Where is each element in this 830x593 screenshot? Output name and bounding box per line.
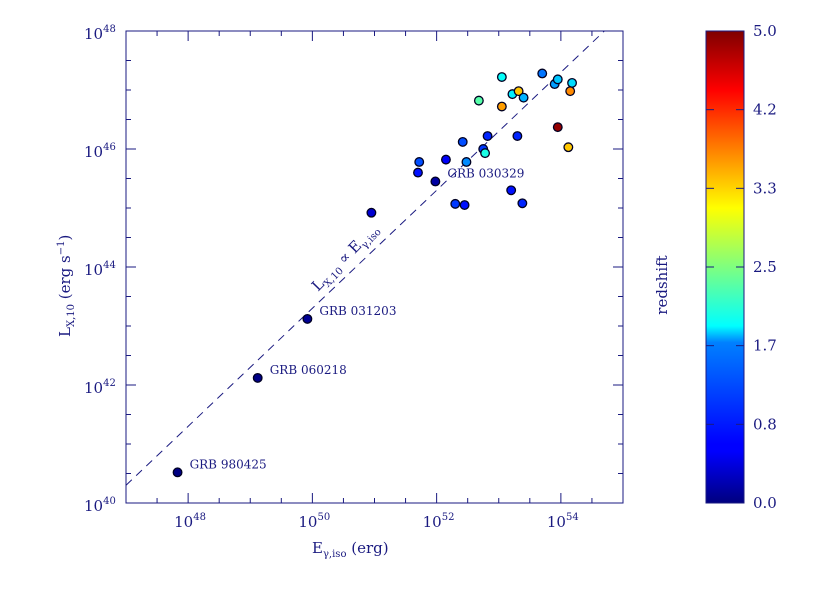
data-point <box>567 77 578 88</box>
data-point <box>302 313 313 324</box>
data-point <box>512 131 523 141</box>
x-axis-title: Eγ,iso (erg) <box>312 539 389 560</box>
data-point <box>537 68 548 79</box>
plot-frame <box>125 30 624 504</box>
x-tick-labels: 1048 1050 1052 1054 <box>174 512 579 531</box>
point-annotation: GRB 031203 <box>319 304 396 318</box>
x-tick-label: 1054 <box>547 512 579 531</box>
point-annotation: GRB 980425 <box>190 457 267 471</box>
colorbar-tick-label: 3.3 <box>753 179 777 197</box>
data-point <box>457 136 468 147</box>
data-point <box>461 157 472 167</box>
data-point <box>517 198 528 209</box>
data-points <box>172 68 578 478</box>
plot-ticks <box>125 30 624 504</box>
y-tick-label: 1048 <box>84 24 116 43</box>
colorbar-tick-label: 2.5 <box>753 258 777 276</box>
point-annotations: GRB 980425 GRB 060218 GRB 031203 GRB 030329 <box>190 166 525 471</box>
colorbar-tick-label: 5.0 <box>753 22 777 40</box>
data-point <box>480 148 491 159</box>
y-tick-label: 1046 <box>84 142 116 161</box>
data-point <box>459 200 470 211</box>
data-point <box>506 185 517 196</box>
x-tick-label: 1052 <box>423 512 455 531</box>
data-point <box>473 95 484 106</box>
data-point <box>450 198 461 209</box>
data-point <box>496 101 507 112</box>
data-point <box>496 72 507 82</box>
y-tick-label: 1042 <box>84 378 116 397</box>
data-point <box>565 86 576 97</box>
data-point <box>430 176 441 187</box>
colorbar-ticks: 0.0 0.8 1.7 2.5 3.3 4.2 5.0 <box>706 22 777 512</box>
colorbar-label: redshift <box>653 255 671 314</box>
data-point <box>513 86 524 97</box>
colorbar-tick-label: 4.2 <box>753 101 777 119</box>
x-tick-label: 1050 <box>298 512 330 531</box>
y-tick-labels: 1040 1042 1044 1046 1048 <box>84 24 116 515</box>
colorbar-tick-label: 0.0 <box>753 494 777 512</box>
y-tick-label: 1044 <box>84 260 116 279</box>
y-tick-label: 1040 <box>84 496 116 515</box>
data-point <box>413 167 423 178</box>
data-point <box>366 207 377 218</box>
relation-label: LX,10 ∝ Eγ,iso <box>308 220 384 297</box>
data-point <box>414 157 425 167</box>
point-annotation: GRB 060218 <box>270 363 347 377</box>
data-point <box>252 372 263 383</box>
data-point <box>552 122 563 133</box>
data-point <box>552 74 563 85</box>
data-point <box>440 154 451 165</box>
point-annotation: GRB 030329 <box>447 166 524 180</box>
relation-line <box>125 30 605 486</box>
data-point <box>563 142 574 153</box>
data-point <box>518 92 529 103</box>
y-axis-title: LX,10 (erg s−1) <box>56 235 77 337</box>
colorbar-tick-label: 0.8 <box>753 415 777 433</box>
x-tick-label: 1048 <box>174 512 206 531</box>
colorbar-tick-label: 1.7 <box>753 337 777 355</box>
data-point <box>482 131 493 141</box>
data-point <box>172 467 183 478</box>
